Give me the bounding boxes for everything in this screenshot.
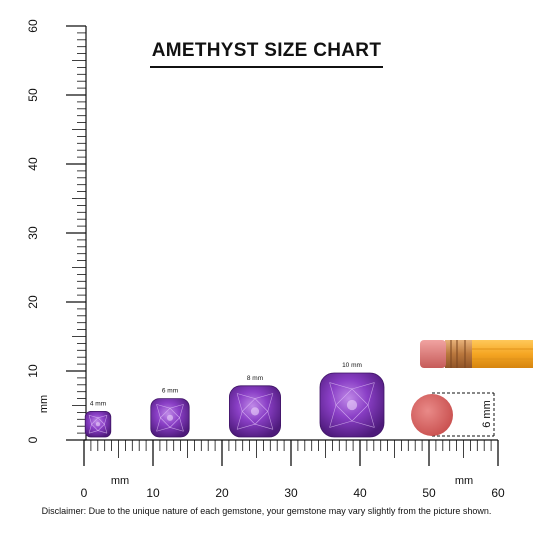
gem-facet <box>179 404 184 418</box>
gem-facet <box>88 430 99 434</box>
gem-highlight <box>250 407 260 416</box>
gem-facet <box>329 382 337 406</box>
gem-facet <box>236 393 256 399</box>
horizontal-ruler-label: 0 <box>81 486 88 500</box>
gem-facet <box>156 427 171 432</box>
gem-facet <box>367 382 375 406</box>
chart-title-wrap: AMETHYST SIZE CHART <box>0 40 533 68</box>
gem-facet <box>267 411 274 430</box>
eraser-circle <box>411 394 453 436</box>
gem-facet <box>156 404 161 418</box>
vertical-ruler-label: 20 <box>26 295 40 309</box>
pencil-illustration <box>420 340 533 368</box>
gem-facet <box>236 393 243 412</box>
chart-title: AMETHYST SIZE CHART <box>149 40 384 68</box>
gem-size-label: 8 mm <box>247 375 263 382</box>
horizontal-ruler-label: 20 <box>215 486 229 500</box>
gem-facet <box>267 393 274 412</box>
gem-facet <box>351 420 375 428</box>
gem-facet <box>88 424 92 434</box>
gem-facet <box>169 404 184 409</box>
horizontal-ruler-label: 30 <box>284 486 298 500</box>
gem-row: 4 mm 6 mm 8 mm 10 mm <box>84 362 385 438</box>
gem-facet <box>236 411 243 430</box>
gem-facet <box>351 382 375 390</box>
horizontal-ruler-label: 40 <box>353 486 367 500</box>
horizontal-ruler-label: 60 <box>491 486 505 500</box>
gem-facet <box>236 423 256 430</box>
gem-facet <box>179 417 184 432</box>
gem-size-label: 6 mm <box>162 388 178 395</box>
vertical-ruler-label: 30 <box>26 226 40 240</box>
gem-facet <box>329 404 337 428</box>
gem-facet <box>88 414 99 419</box>
gem-6mm: 6 mm <box>150 388 190 438</box>
gem-facet <box>97 430 108 434</box>
gem-facet <box>88 415 92 425</box>
gem-facet <box>97 414 108 419</box>
gem-highlight <box>166 414 174 421</box>
gem-highlight <box>95 422 101 427</box>
pencil-body <box>471 340 533 368</box>
vertical-ruler: 0 10 20 30 40 50 60 <box>26 19 87 443</box>
vertical-ruler-unit: mm <box>38 395 50 413</box>
gem-facet <box>254 423 274 430</box>
horizontal-ruler: 0 10 20 30 40 50 60 <box>81 439 505 500</box>
eraser-reference: 6 mm <box>411 392 495 437</box>
vertical-ruler-label: 60 <box>26 19 40 33</box>
eraser-dimension-label: 6 mm <box>481 400 493 428</box>
horizontal-ruler-unit-left: mm <box>111 475 129 487</box>
gem-facet <box>367 404 375 428</box>
horizontal-ruler-unit-right: mm <box>455 475 473 487</box>
disclaimer: Disclaimer: Due to the unique nature of … <box>41 506 492 516</box>
vertical-ruler-label: 10 <box>26 364 40 378</box>
vertical-ruler-label: 50 <box>26 88 40 102</box>
gem-8mm: 8 mm <box>228 375 281 438</box>
vertical-ruler-label: 0 <box>26 436 40 443</box>
gem-facet <box>329 382 353 390</box>
horizontal-ruler-label: 50 <box>422 486 436 500</box>
gem-10mm: 10 mm <box>319 362 385 438</box>
gem-facet <box>254 393 274 399</box>
pencil-eraser-tip <box>420 340 446 368</box>
gem-size-label: 4 mm <box>90 400 106 407</box>
gem-facet <box>156 404 171 409</box>
gem-facet <box>104 415 108 425</box>
pencil-ferrule <box>445 340 472 368</box>
gem-facet <box>104 424 108 434</box>
gem-facet <box>156 417 161 432</box>
gem-facet <box>329 420 353 428</box>
gem-highlight <box>346 399 358 411</box>
horizontal-ruler-label: 10 <box>146 486 160 500</box>
gem-facet <box>169 427 184 432</box>
vertical-ruler-label: 40 <box>26 157 40 171</box>
gem-size-label: 10 mm <box>342 362 362 369</box>
gem-4mm: 4 mm <box>84 400 112 438</box>
